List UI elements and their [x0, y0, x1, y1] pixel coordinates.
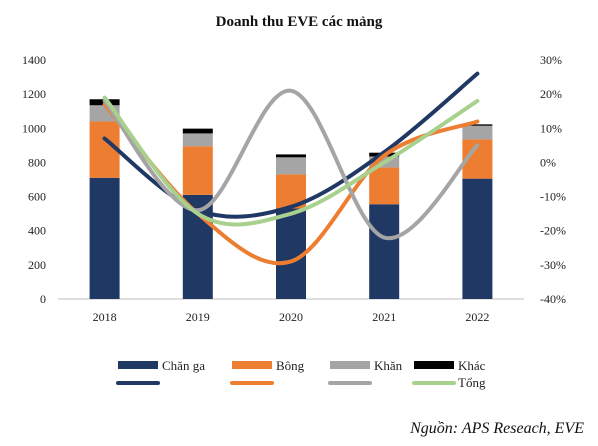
- y-right-tick-label: -10%: [540, 190, 566, 204]
- bar-segment: [276, 208, 306, 299]
- y-right-tick-label: -40%: [540, 292, 566, 306]
- legend-swatch: [414, 361, 454, 369]
- y-left-tick-label: 1000: [22, 121, 46, 135]
- legend-label: Chăn ga: [162, 358, 205, 373]
- legend-label: Tổng: [458, 375, 486, 390]
- legend-label: Khác: [458, 358, 486, 373]
- bar-segment: [182, 146, 213, 195]
- bar-segment: [462, 125, 493, 140]
- bar-segment: [462, 178, 493, 299]
- legend-label: Bông: [276, 358, 305, 373]
- legend-swatch: [330, 361, 370, 369]
- y-right-tick-label: 30%: [540, 53, 562, 67]
- x-tick-label: 2020: [279, 310, 303, 324]
- y-right-tick-label: 20%: [540, 87, 562, 101]
- y-left-tick-label: 800: [28, 155, 46, 169]
- chart-title: Doanh thu EVE các mảng: [215, 14, 383, 30]
- y-left-tick-label: 0: [40, 292, 46, 306]
- y-left-tick-label: 400: [28, 224, 46, 238]
- bar-segment: [462, 124, 493, 126]
- growth-line: [102, 95, 480, 227]
- x-tick-label: 2022: [465, 310, 489, 324]
- bar-segment: [182, 128, 213, 134]
- growth-line: [102, 88, 480, 241]
- legend-swatch: [232, 361, 272, 369]
- y-right-tick-label: -20%: [540, 224, 566, 238]
- bar-segment: [89, 177, 120, 299]
- y-right-tick-label: 10%: [540, 121, 562, 135]
- source-note: Nguồn: APS Reseach, EVE: [410, 420, 584, 437]
- y-left-tick-label: 1400: [22, 53, 46, 67]
- bar-segment: [369, 167, 400, 205]
- legend-swatch: [118, 361, 158, 369]
- bar-segment: [369, 204, 400, 299]
- y-left-tick-label: 200: [28, 258, 46, 272]
- y-left-tick-label: 600: [28, 190, 46, 204]
- legend-label: Khăn: [374, 358, 403, 373]
- bar-segment: [276, 154, 306, 158]
- x-tick-label: 2021: [372, 310, 396, 324]
- x-tick-label: 2019: [186, 310, 210, 324]
- y-left-tick-label: 1200: [22, 87, 46, 101]
- x-tick-label: 2018: [93, 310, 117, 324]
- y-right-tick-label: -30%: [540, 258, 566, 272]
- bar-segment: [276, 157, 306, 175]
- bar-segment: [182, 133, 213, 147]
- y-right-tick-label: 0%: [540, 155, 556, 169]
